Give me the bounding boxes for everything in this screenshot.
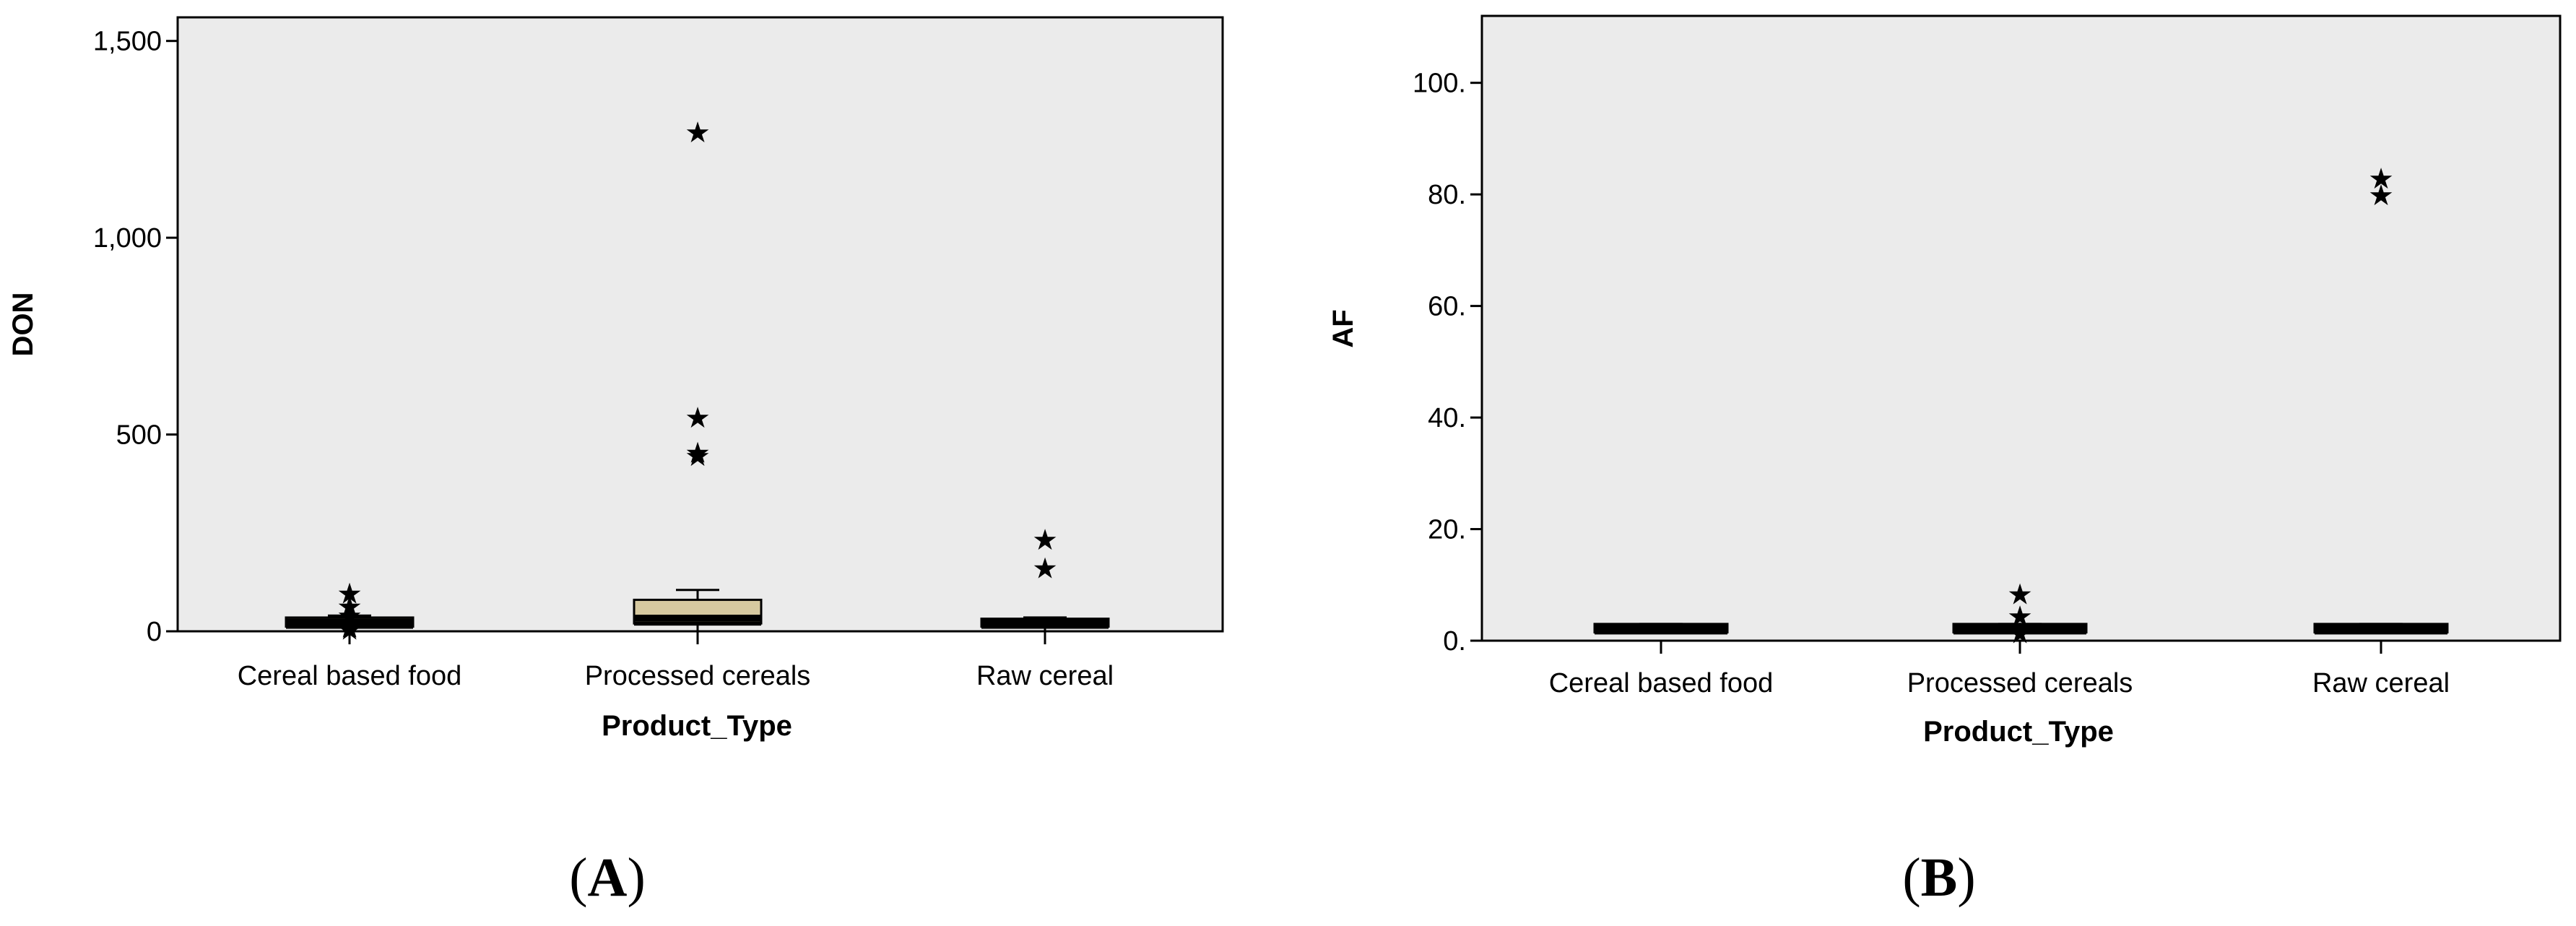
panel-b-xtick-label: Cereal based food bbox=[1549, 668, 1774, 698]
panel-a-xtick-label: Raw cereal bbox=[976, 661, 1114, 691]
panel-b-ytick-label: 100. bbox=[1413, 69, 1466, 99]
panel-a-xtick-label: Processed cereals bbox=[585, 661, 811, 691]
box-outlier-star: ★ bbox=[2007, 617, 2033, 650]
panel-a-y-axis: 0 500 1,000 1,500 bbox=[93, 27, 178, 647]
panel-b-label: (B) bbox=[1902, 847, 1975, 908]
panel-a-box-2: ★★★★ bbox=[633, 116, 763, 631]
panel-b-box-3: ★★ bbox=[2313, 163, 2449, 635]
panel-a-plot-area bbox=[176, 16, 1224, 633]
panel-b-xlabel: Product_Type bbox=[1923, 716, 2114, 748]
panel-a-box-1: ★★★★★ bbox=[285, 578, 415, 647]
panel-b-x-axis: Cereal based food Processed cereals Raw ce… bbox=[1549, 641, 2450, 698]
box-outlier-star: ★ bbox=[337, 600, 363, 633]
panel-b-ytick-label: 80. bbox=[1428, 180, 1466, 210]
panel-b-label-letter: B bbox=[1921, 847, 1958, 908]
panel-b-plot-area bbox=[1480, 14, 2562, 642]
panel-a-ytick-label: 1,000 bbox=[93, 223, 162, 254]
panel-a-box-3: ★★ bbox=[980, 524, 1110, 631]
box-outlier-star: ★ bbox=[337, 614, 363, 647]
panel-b-boxes: ★★★★★ bbox=[1593, 163, 2449, 650]
panel-b-box-1 bbox=[1593, 623, 1729, 635]
panel-a-xlabel: Product_Type bbox=[602, 710, 792, 742]
panel-a-boxes: ★★★★★★★★★★★ bbox=[285, 116, 1110, 647]
panel-a-ytick-label: 1,500 bbox=[93, 27, 162, 57]
panel-b-xtick-label: Raw cereal bbox=[2312, 668, 2450, 698]
box-outlier-star: ★ bbox=[337, 591, 363, 624]
panel-a-xtick-label: Cereal based food bbox=[238, 661, 462, 691]
box-outlier-star: ★ bbox=[2368, 179, 2394, 212]
panel-b-ytick-label: 20. bbox=[1428, 515, 1466, 545]
box-outlier-star: ★ bbox=[337, 611, 363, 644]
box-outlier-star: ★ bbox=[685, 116, 711, 150]
box-outlier-star: ★ bbox=[2368, 163, 2394, 196]
panel-b-xtick-label: Processed cereals bbox=[1907, 668, 2133, 698]
panel-a-label: (A) bbox=[569, 847, 646, 908]
box-outlier-star: ★ bbox=[685, 437, 711, 470]
box-outlier-star: ★ bbox=[1032, 524, 1058, 557]
panel-a-label-letter: A bbox=[588, 847, 628, 908]
panel-a-ytick-label: 500 bbox=[116, 420, 162, 451]
box-outlier-star: ★ bbox=[337, 578, 363, 611]
box-outlier-star: ★ bbox=[2007, 578, 2033, 611]
box-outlier-star: ★ bbox=[2007, 600, 2033, 633]
panel-b-ytick-label: 0. bbox=[1443, 626, 1466, 657]
panel-a-ylabel: DON bbox=[7, 293, 39, 357]
panel-b-ytick-label: 40. bbox=[1428, 403, 1466, 433]
panel-b-ytick-label: 60. bbox=[1428, 292, 1466, 322]
panel-b-y-axis: 0. 20. 40. 60. 80. 100. bbox=[1413, 69, 1482, 657]
box-outlier-star: ★ bbox=[685, 402, 711, 435]
box-outlier-star: ★ bbox=[1032, 553, 1058, 586]
panel-a-x-axis: Cereal based food Processed cereals Raw ce… bbox=[238, 631, 1114, 691]
panel-a-ytick-label: 0 bbox=[147, 617, 162, 647]
panel-b-chart: 0. 20. 40. 60. 80. 100. Cereal based food Proc… bbox=[1327, 14, 2562, 908]
panel-a-chart: 0 500 1,000 1,500 Cereal based food Processe… bbox=[7, 16, 1224, 908]
panel-b-box-2: ★★★ bbox=[1952, 578, 2088, 650]
box-outlier-star: ★ bbox=[685, 440, 711, 473]
panel-b-ylabel: AF bbox=[1327, 309, 1359, 347]
